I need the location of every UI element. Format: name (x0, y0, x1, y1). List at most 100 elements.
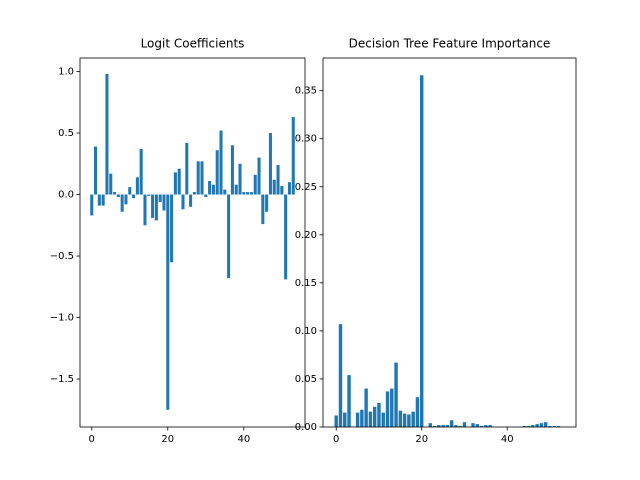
bar (343, 412, 347, 427)
bar (338, 324, 343, 427)
bar (242, 192, 246, 195)
bar (268, 133, 272, 195)
bar (484, 425, 488, 427)
bar (556, 426, 561, 427)
bar (535, 424, 539, 427)
bar (230, 145, 234, 195)
bar (445, 425, 450, 427)
bar (428, 423, 432, 427)
bar (189, 194, 193, 207)
bar (280, 185, 284, 195)
x-tick-label: 20 (415, 434, 428, 445)
y-tick-label: −1.5 (50, 374, 74, 385)
y-tick-label: 0.5 (58, 128, 74, 139)
bar (105, 73, 109, 195)
bar (208, 181, 212, 195)
bar (101, 194, 105, 206)
bar (526, 426, 531, 427)
bar (158, 194, 162, 202)
y-tick-label: 0.20 (295, 230, 317, 241)
bar (151, 194, 155, 218)
bar (449, 420, 454, 427)
bar (548, 426, 552, 427)
chart-title: Logit Coefficients (141, 37, 245, 51)
bar (143, 194, 147, 226)
bar (173, 172, 177, 195)
bar (154, 194, 158, 221)
bar (177, 168, 181, 195)
bar (246, 192, 250, 195)
bar (364, 388, 368, 427)
bar (170, 194, 174, 263)
bar (458, 426, 462, 427)
y-tick-label: 0.25 (295, 182, 317, 193)
bar (276, 165, 280, 195)
bar (204, 194, 208, 197)
x-tick-label: 20 (161, 434, 174, 445)
bar (360, 409, 364, 427)
bar (249, 192, 253, 195)
bar (94, 146, 98, 195)
bar (135, 177, 139, 195)
bar (116, 194, 120, 197)
bar (420, 75, 424, 427)
bar (372, 406, 377, 427)
bar (475, 424, 479, 427)
bar (539, 423, 544, 427)
bar (223, 189, 227, 195)
bar (471, 423, 475, 427)
y-tick-label: 0.35 (295, 86, 317, 97)
bar (97, 194, 101, 206)
bar (398, 410, 403, 427)
bar (272, 179, 276, 195)
bar (543, 422, 548, 427)
bar (196, 161, 200, 195)
bar (385, 391, 390, 427)
bar (394, 362, 398, 427)
bar (522, 426, 527, 427)
y-tick-label: 0.30 (295, 134, 317, 145)
bar (347, 375, 351, 427)
bar (139, 149, 143, 195)
bar (253, 174, 257, 195)
bar (531, 425, 535, 427)
bar (488, 425, 492, 427)
bar (265, 194, 269, 212)
bar (454, 425, 458, 427)
bar (261, 194, 265, 225)
y-tick-label: −1.0 (50, 313, 74, 324)
bar (377, 402, 381, 427)
bar (291, 117, 295, 195)
bar (287, 182, 291, 195)
x-tick-label: 0 (89, 434, 95, 445)
x-tick-label: 0 (333, 434, 339, 445)
bar (402, 413, 407, 427)
bar (227, 194, 231, 279)
bar (284, 194, 288, 280)
bar (181, 194, 185, 210)
bar (355, 412, 360, 427)
chart-title: Decision Tree Feature Importance (349, 37, 551, 51)
bar (211, 184, 215, 195)
bar (334, 415, 338, 427)
bar (192, 192, 196, 195)
bar (479, 426, 484, 427)
axes-frame (322, 57, 577, 428)
bar (132, 194, 136, 199)
bar (432, 426, 437, 427)
bar (219, 130, 223, 195)
y-tick-label: 0.15 (295, 278, 317, 289)
bar (390, 388, 394, 427)
bar (552, 426, 556, 427)
bar (128, 187, 132, 195)
bar (215, 150, 219, 195)
bar (368, 411, 373, 427)
bar (238, 163, 242, 195)
bar (185, 142, 189, 195)
bar (437, 425, 441, 427)
y-tick-label: 0.05 (295, 374, 317, 385)
bar (407, 414, 411, 427)
bar (147, 194, 151, 196)
bar (381, 412, 385, 427)
